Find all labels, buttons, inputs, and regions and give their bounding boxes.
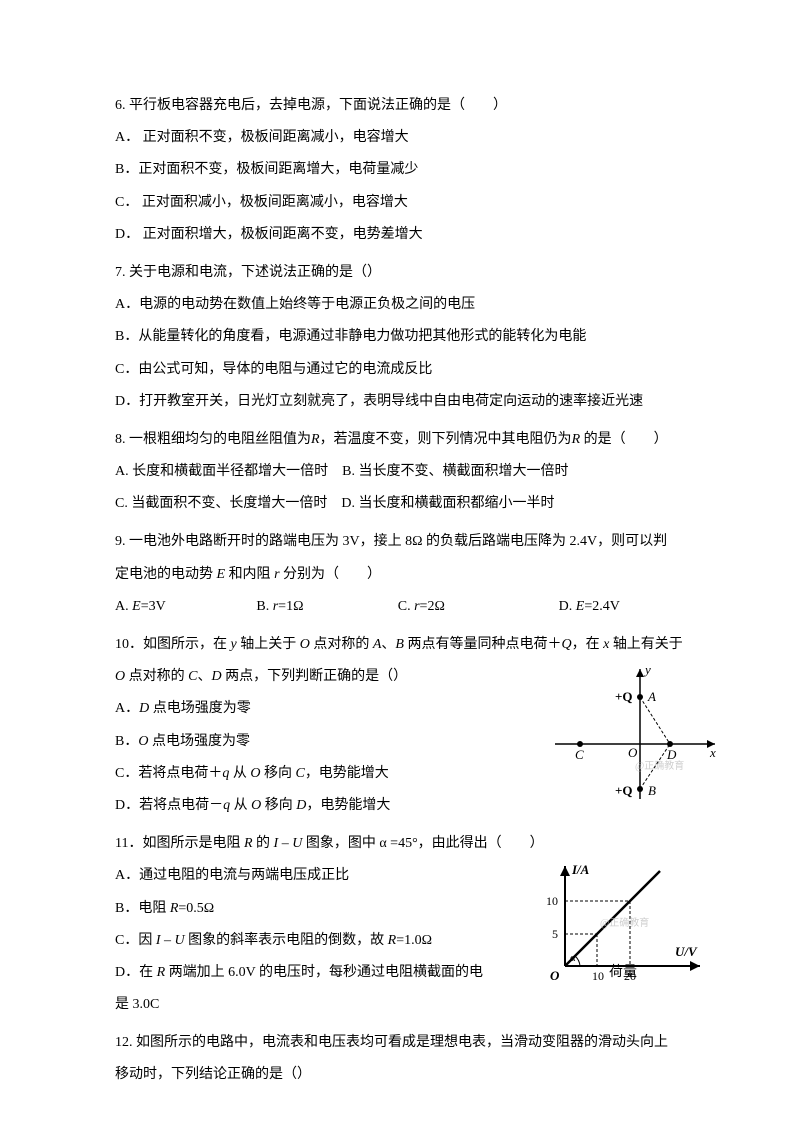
q6-option-a: A． 正对面积不变，极板间距离减小，电容增大	[115, 122, 700, 154]
svg-text:O: O	[550, 968, 560, 983]
question-7: 7. 关于电源和电流，下述说法正确的是（） A．电源的电动势在数值上始终等于电源…	[115, 257, 700, 418]
svg-text:A: A	[647, 689, 656, 704]
svg-text:+Q: +Q	[615, 689, 633, 704]
svg-text:10: 10	[546, 894, 558, 908]
svg-text:20: 20	[624, 969, 636, 983]
question-6: 6. 平行板电容器充电后，去掉电源，下面说法正确的是（ ） A． 正对面积不变，…	[115, 90, 700, 251]
svg-text:C: C	[575, 747, 584, 762]
svg-text:x: x	[709, 745, 716, 760]
svg-text:α: α	[570, 952, 576, 964]
q10-diagram: y x A +Q B +Q C D O @正确教育	[545, 659, 720, 804]
question-9: 9. 一电池外电路断开时的路端电压为 3V，接上 8Ω 的负载后路端电压降为 2…	[115, 526, 700, 623]
q9-option-c: C. r=2Ω	[398, 591, 559, 623]
svg-text:+Q: +Q	[615, 783, 633, 798]
q9-stem-line2: 定电池的电动势 E 和内阻 r 分别为（ ）	[115, 559, 700, 591]
q12-stem-line1: 12. 如图所示的电路中，电流表和电压表均可看成是理想电表，当滑动变阻器的滑动头…	[115, 1027, 700, 1059]
question-8: 8. 一根粗细均匀的电阻丝阻值为R，若温度不变，则下列情况中其电阻仍为R 的是（…	[115, 424, 700, 521]
svg-text:I/A: I/A	[571, 862, 590, 877]
q12-stem-line2: 移动时，下列结论正确的是（）	[115, 1059, 700, 1091]
q10-stem-line1: 10．如图所示，在 y 轴上关于 O 点对称的 A、B 两点有等量同种点电荷＋Q…	[115, 629, 700, 661]
q7-option-a: A．电源的电动势在数值上始终等于电源正负极之间的电压	[115, 289, 700, 321]
question-10: 10．如图所示，在 y 轴上关于 O 点对称的 A、B 两点有等量同种点电荷＋Q…	[115, 629, 700, 822]
q8-option-ab: A. 长度和横截面半径都增大一倍时 B. 当长度不变、横截面积增大一倍时	[115, 456, 700, 488]
q9-option-d: D. E=2.4V	[559, 591, 700, 623]
q7-option-d: D．打开教室开关，日光灯立刻就亮了，表明导线中自由电荷定向运动的速率接近光速	[115, 386, 700, 418]
q6-stem: 6. 平行板电容器充电后，去掉电源，下面说法正确的是（ ）	[115, 90, 700, 122]
q9-stem-line1: 9. 一电池外电路断开时的路端电压为 3V，接上 8Ω 的负载后路端电压降为 2…	[115, 526, 700, 558]
svg-text:5: 5	[552, 927, 558, 941]
svg-text:B: B	[648, 783, 656, 798]
q9-option-b: B. r=1Ω	[256, 591, 397, 623]
svg-text:@正确教育: @正确教育	[600, 916, 649, 929]
q6-option-c: C． 正对面积减小，极板间距离减小，电容增大	[115, 187, 700, 219]
question-12: 12. 如图所示的电路中，电流表和电压表均可看成是理想电表，当滑动变阻器的滑动头…	[115, 1027, 700, 1091]
q6-option-d: D． 正对面积增大，极板间距离不变，电势差增大	[115, 219, 700, 251]
svg-text:@正确教育: @正确教育	[635, 759, 684, 772]
q8-stem: 8. 一根粗细均匀的电阻丝阻值为R，若温度不变，则下列情况中其电阻仍为R 的是（…	[115, 424, 700, 456]
q9-option-a: A. E=3V	[115, 591, 256, 623]
svg-text:D: D	[666, 747, 677, 762]
svg-text:10: 10	[592, 969, 604, 983]
q7-stem: 7. 关于电源和电流，下述说法正确的是（）	[115, 257, 700, 289]
svg-text:O: O	[628, 745, 638, 760]
svg-text:U/V: U/V	[675, 944, 698, 959]
question-11: 11．如图所示是电阻 R 的 I – U 图象，图中 α =45°，由此得出（ …	[115, 828, 700, 1021]
q6-option-b: B．正对面积不变，极板间距离增大，电荷量减少	[115, 154, 700, 186]
q8-option-cd: C. 当截面积不变、长度增大一倍时 D. 当长度和横截面积都缩小一半时	[115, 488, 700, 520]
q11-option-d-line2: 是 3.0C	[115, 989, 700, 1021]
q7-option-b: B．从能量转化的角度看，电源通过非静电力做功把其他形式的能转化为电能	[115, 321, 700, 353]
q7-option-c: C．由公式可知，导体的电阻与通过它的电流成反比	[115, 354, 700, 386]
q9-options: A. E=3V B. r=1Ω C. r=2Ω D. E=2.4V	[115, 591, 700, 623]
q11-diagram: I/A U/V 10 5 10 20 O α @正确教育	[540, 856, 710, 986]
svg-text:y: y	[643, 662, 651, 677]
